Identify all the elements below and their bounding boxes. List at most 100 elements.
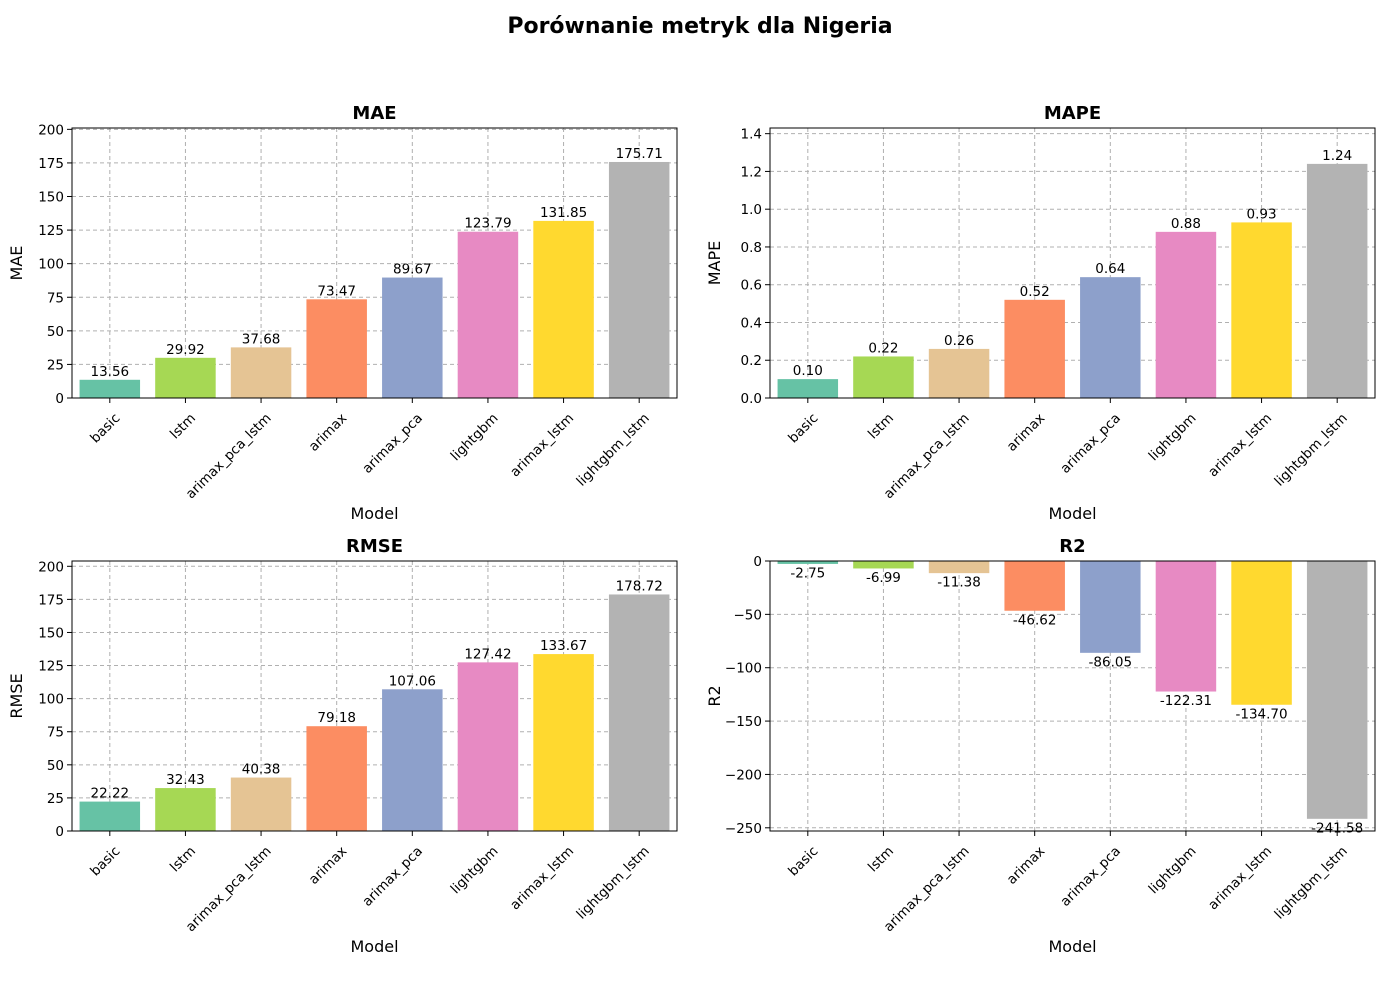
chart-title: RMSE	[346, 536, 403, 557]
chart-title: MAPE	[1044, 103, 1101, 124]
y-tick-label: 0	[55, 391, 64, 407]
bar-arimax_pca	[1080, 277, 1141, 398]
y-tick-label: 125	[38, 223, 64, 239]
x-tick-label: basic	[87, 410, 123, 446]
bar-lightgbm	[457, 662, 519, 831]
data-label: 73.47	[317, 283, 356, 299]
bar-basic	[79, 801, 141, 831]
axes-frame	[769, 127, 1376, 399]
x-tick-label: basic	[785, 410, 821, 446]
y-axis-label: RMSE	[7, 673, 26, 718]
y-tick-label: 50	[47, 324, 64, 340]
bar-arimax_pca	[382, 689, 443, 831]
bar-lightgbm_lstm	[1306, 163, 1368, 398]
bar-arimax_pca	[1080, 561, 1141, 653]
bar-arimax_pca_lstm	[230, 347, 292, 398]
y-tick-label: 25	[47, 357, 64, 373]
y-tick-label: 0.6	[741, 278, 762, 294]
chart-panel-rmse: 22.22 32.43 40.38 79.18 107.06 127.42 133.67 17…	[7, 536, 678, 956]
y-tick-label: 0.8	[741, 240, 762, 256]
x-tick-label: lstm	[167, 410, 199, 442]
bar-lstm	[155, 357, 216, 398]
x-tick-label: arimax_lstm	[507, 843, 577, 913]
y-tick-label: 1.4	[741, 127, 762, 143]
x-tick-label: arimax	[1004, 410, 1049, 455]
chart-panel-mape: 0.10 0.22 0.26 0.52 0.64 0.88 0.93 1.24 0.0 0.2 0.…	[705, 103, 1376, 523]
y-tick-label: 100	[38, 257, 64, 273]
bar-lstm	[155, 788, 216, 831]
bar-arimax_lstm	[1231, 561, 1292, 705]
bar-arimax	[306, 726, 367, 831]
x-tick-label: lstm	[865, 410, 897, 442]
data-label: 79.18	[317, 710, 356, 726]
y-tick-label: 0	[753, 554, 762, 570]
bar-basic	[777, 561, 839, 564]
data-label: -11.38	[937, 575, 981, 591]
bar-lstm	[853, 356, 914, 398]
y-tick-label: −200	[725, 767, 762, 783]
data-label: 1.24	[1322, 148, 1352, 164]
x-tick-label: arimax	[306, 410, 351, 455]
data-label: 32.43	[166, 772, 205, 788]
x-axis-label: Model	[1048, 937, 1096, 956]
axes-frame	[71, 127, 678, 399]
data-label: -46.62	[1013, 612, 1057, 628]
bar-lightgbm_lstm	[608, 161, 670, 398]
y-tick-label: 0	[55, 824, 64, 840]
bar-lightgbm	[1155, 231, 1217, 398]
y-tick-label: 0.0	[741, 391, 762, 407]
y-tick-label: −150	[725, 714, 762, 730]
data-label: 37.68	[242, 331, 281, 347]
y-tick-label: 50	[47, 758, 64, 774]
x-tick-label: lightgbm	[448, 410, 502, 464]
y-axis-label: R2	[705, 685, 724, 706]
axes-frame	[71, 560, 678, 832]
y-tick-label: 200	[38, 559, 64, 575]
chart-panel-mae: 13.56 29.92 37.68 73.47 89.67 123.79 131.85 175…	[7, 103, 678, 523]
x-tick-label: arimax	[1004, 843, 1049, 888]
y-axis-label: MAE	[7, 246, 26, 281]
x-tick-label: lstm	[167, 843, 199, 875]
bar-arimax_pca_lstm	[928, 561, 990, 574]
chart-title: R2	[1059, 536, 1085, 557]
data-label: 89.67	[393, 262, 432, 278]
x-tick-label: lightgbm_lstm	[1271, 410, 1350, 489]
bar-arimax	[306, 299, 367, 398]
bar-lightgbm	[1155, 561, 1217, 692]
data-label: 29.92	[166, 342, 205, 358]
chart-panel-r2: -2.75 -6.99 -11.38 -46.62 -86.05 -122.31 -134.…	[705, 536, 1376, 956]
data-label: 127.42	[464, 646, 511, 662]
x-axis-label: Model	[350, 504, 398, 523]
bar-lightgbm_lstm	[1306, 561, 1368, 819]
data-label: 0.52	[1020, 284, 1050, 300]
y-tick-label: 125	[38, 659, 64, 675]
y-tick-label: 75	[47, 725, 64, 741]
x-tick-label: arimax_pca	[1057, 843, 1123, 909]
x-tick-label: arimax_pca	[359, 843, 425, 909]
x-tick-label: lightgbm	[1146, 410, 1200, 464]
bar-arimax_pca	[382, 277, 443, 398]
x-tick-label: lightgbm	[1146, 843, 1200, 897]
bar-lightgbm_lstm	[608, 594, 670, 831]
data-label: 107.06	[389, 673, 436, 689]
x-tick-label: arimax	[306, 843, 351, 888]
data-label: 0.88	[1171, 216, 1201, 232]
x-tick-label: lightgbm_lstm	[1271, 843, 1350, 922]
y-tick-label: 100	[38, 692, 64, 708]
x-tick-label: arimax_pca	[1057, 410, 1123, 476]
data-label: 133.67	[540, 638, 587, 654]
bar-arimax	[1004, 299, 1065, 398]
x-axis-label: Model	[1048, 504, 1096, 523]
bar-lightgbm	[457, 231, 519, 398]
figure-title: Porównanie metryk dla Nigeria	[507, 14, 893, 39]
data-label: -6.99	[866, 570, 901, 586]
x-tick-label: lightgbm_lstm	[573, 843, 652, 922]
chart-title: MAE	[352, 103, 396, 124]
y-tick-label: 0.4	[741, 315, 762, 331]
y-tick-label: 75	[47, 290, 64, 306]
bar-arimax_pca_lstm	[928, 348, 990, 398]
bar-basic	[79, 379, 141, 398]
x-tick-label: lightgbm	[448, 843, 502, 897]
data-label: -241.58	[1311, 820, 1363, 836]
